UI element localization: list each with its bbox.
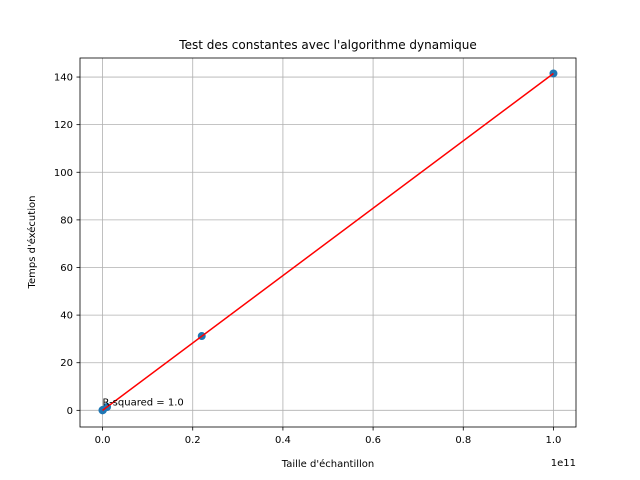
x-tick-label: 0.8 (455, 435, 471, 446)
series (98, 69, 558, 415)
y-tick-label: 80 (60, 215, 73, 226)
x-tick-label: 0.2 (185, 435, 201, 446)
x-tick-label: 0.4 (275, 435, 291, 446)
x-offset-label: 1e11 (551, 458, 576, 469)
chart-title: Test des constantes avec l'algorithme dy… (178, 38, 476, 52)
x-axis-label: Taille d'échantillon (281, 458, 375, 470)
y-tick-label: 100 (54, 168, 73, 179)
y-tick-label: 140 (54, 73, 73, 84)
grid (80, 58, 576, 427)
y-tick-label: 60 (60, 263, 73, 274)
y-axis-label: Temps d'éxécution (26, 196, 38, 290)
y-tick-label: 0 (67, 406, 73, 417)
ticks: 0.0 0.2 0.4 0.6 0.8 1.0 0 20 40 60 80 100 120 140 (54, 73, 562, 446)
x-tick-label: 0.6 (365, 435, 381, 446)
y-tick-label: 40 (60, 311, 73, 322)
regression-line (102, 72, 554, 411)
x-tick-label: 0.0 (95, 435, 111, 446)
r-squared-annotation: R-squared = 1.0 (103, 398, 184, 409)
y-tick-label: 120 (54, 120, 73, 131)
plot-frame (79, 57, 577, 428)
x-tick-label: 1.0 (546, 435, 562, 446)
y-tick-label: 20 (60, 358, 73, 369)
